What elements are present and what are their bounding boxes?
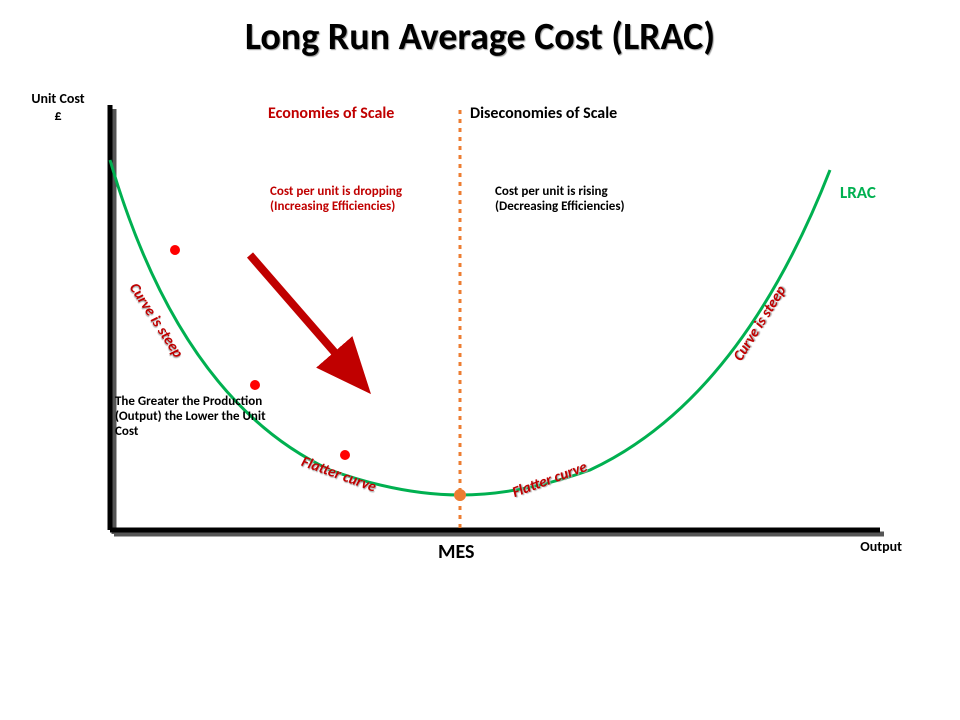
curve-point-1	[170, 245, 180, 255]
page-title: Long Run Average Cost (LRAC)	[0, 14, 960, 60]
curve-point-2	[250, 380, 260, 390]
y-axis-label: Unit Cost £	[20, 90, 96, 124]
mes-point	[454, 489, 466, 501]
declining-cost-arrow	[250, 255, 350, 370]
chart-svg	[60, 90, 890, 590]
note-cost-dropping: Cost per unit is dropping (Increasing Ef…	[270, 185, 420, 215]
lrac-curve	[110, 160, 830, 495]
lrac-curve-label: LRAC	[840, 182, 876, 203]
x-axis-label: Output	[860, 538, 902, 555]
y-axis-label-line2: £	[54, 107, 61, 124]
mes-label: MES	[438, 540, 475, 564]
note-cost-rising: Cost per unit is rising (Decreasing Effi…	[495, 185, 635, 215]
note-greater-production: The Greater the Production (Output) the …	[115, 395, 285, 440]
y-axis-label-line1: Unit Cost	[31, 90, 84, 107]
curve-point-3	[340, 450, 350, 460]
lrac-chart: Unit Cost £ Output MES Economies of Scal…	[60, 90, 890, 590]
diseconomies-of-scale-label: Diseconomies of Scale	[470, 104, 617, 123]
economies-of-scale-label: Economies of Scale	[268, 104, 394, 123]
